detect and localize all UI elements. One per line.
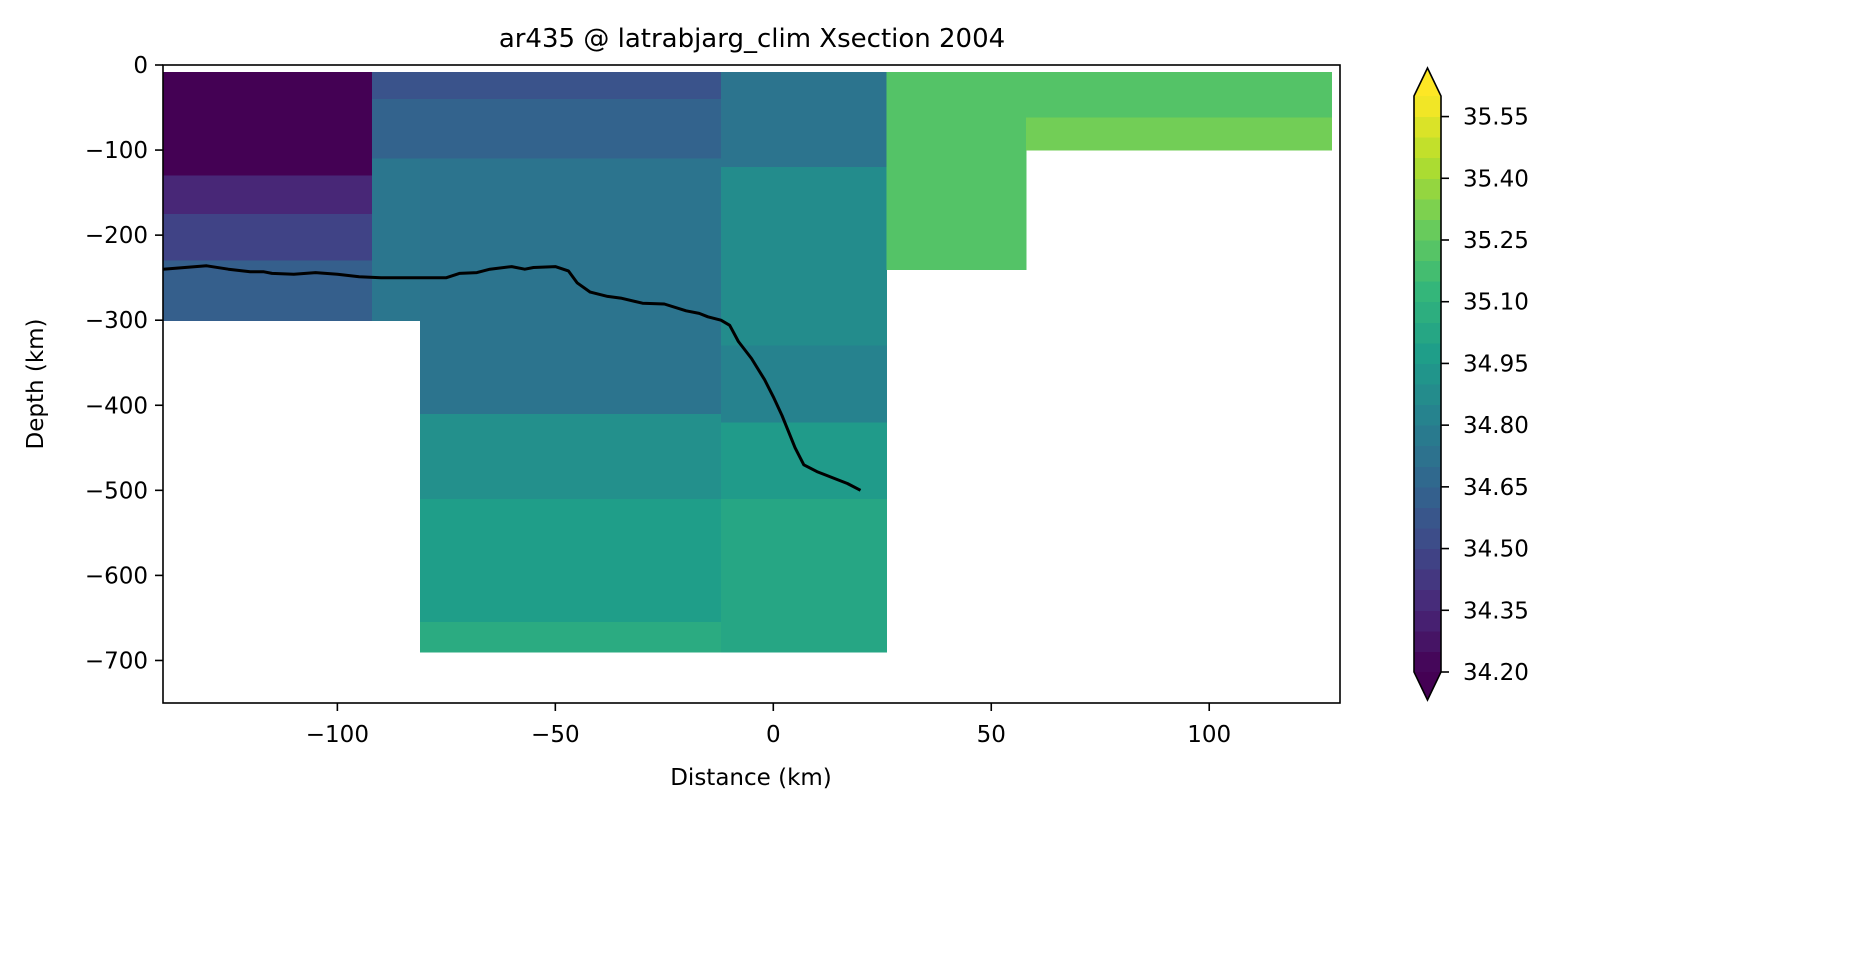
x-tick-label: 50: [977, 722, 1006, 748]
y-tick-label: −300: [85, 308, 148, 334]
colorbar-tick-label: 34.20: [1463, 660, 1529, 686]
field-cell-2-5: [420, 622, 722, 653]
field-cell-4-0: [886, 71, 1027, 270]
colorbar-segment: [1414, 384, 1441, 406]
colorbar-segment: [1414, 219, 1441, 241]
colorbar-segment: [1414, 507, 1441, 529]
chart-title: ar435 @ latrabjarg_clim Xsection 2004: [499, 24, 1005, 54]
x-axis: −100 −50 0 50 100: [306, 703, 1231, 748]
colorbar-segment: [1414, 569, 1441, 591]
y-tick-label: −100: [85, 138, 148, 164]
colorbar-tick-label: 34.50: [1463, 537, 1529, 563]
y-tick-label: −400: [85, 393, 148, 419]
colorbar-segment: [1414, 363, 1441, 385]
field-cell-0-3: [163, 260, 373, 321]
colorbar-tick-label: 35.25: [1463, 228, 1529, 254]
colorbar-segment: [1414, 486, 1441, 508]
line-layer: [162, 264, 862, 492]
field-cell-3-4: [720, 498, 888, 653]
colorbar-segment: [1414, 322, 1441, 344]
x-axis-label: Distance (km): [670, 765, 832, 791]
field-cell-2-2: [420, 158, 722, 415]
field-cell-3-3: [720, 422, 888, 500]
plot-frame: [162, 64, 1341, 704]
y-axis: 0 −100 −200 −300 −400 −500 −600 −700: [85, 53, 163, 674]
colorbar-segment: [1414, 116, 1441, 138]
y-axis-label: Depth (km): [23, 318, 49, 449]
colorbar-segment: [1414, 96, 1441, 118]
colorbar-tick-label: 34.95: [1463, 351, 1529, 377]
salinity-field: [163, 71, 1332, 653]
colorbar-segment: [1414, 425, 1441, 447]
colorbar-tick-label: 34.35: [1463, 598, 1529, 624]
colorbar-segment: [1414, 651, 1441, 673]
colorbar-ticks: 34.20 34.35 34.50 34.65 34.80 34.95 35.10 35.25…: [1441, 105, 1529, 686]
colorbar-segment: [1414, 157, 1441, 179]
x-tick-label: 100: [1187, 722, 1231, 748]
colorbar-segment: [1414, 240, 1441, 262]
x-tick-label: −100: [306, 722, 369, 748]
field-cell-0-0: [163, 71, 373, 177]
field-cell-1-0: [372, 71, 421, 100]
field-cell-2-0: [420, 71, 722, 100]
colorbar-segment: [1414, 137, 1441, 159]
colorbar-segment: [1414, 178, 1441, 200]
colorbar-segment: [1414, 342, 1441, 364]
field-cell-3-1: [720, 167, 888, 347]
colorbar-extend-top: [1414, 68, 1441, 96]
field-cell-0-1: [163, 175, 373, 215]
colorbar-segment: [1414, 548, 1441, 570]
colorbar-segment: [1414, 610, 1441, 632]
colorbar-segment: [1414, 445, 1441, 467]
x-tick-label: −50: [531, 722, 580, 748]
colorbar-extend-bottom: [1414, 672, 1441, 700]
colorbar-tick-label: 35.10: [1463, 290, 1529, 316]
colorbar-tick-label: 34.65: [1463, 475, 1529, 501]
colorbar-segment: [1414, 198, 1441, 220]
field-cell-2-4: [420, 498, 722, 623]
y-tick-label: −600: [85, 563, 148, 589]
field-cell-5-0: [1026, 71, 1332, 119]
field-cell-1-1: [372, 99, 421, 160]
x-tick-label: 0: [766, 722, 781, 748]
colorbar-segment: [1414, 528, 1441, 550]
colorbar: 34.20 34.35 34.50 34.65 34.80 34.95 35.10 35.25…: [1413, 66, 1529, 702]
colorbar-segment: [1414, 404, 1441, 426]
colorbar-tick-label: 35.40: [1463, 166, 1529, 192]
colorbar-segment: [1414, 260, 1441, 282]
colorbar-segment: [1414, 630, 1441, 652]
plot-area: [162, 64, 1341, 704]
y-tick-label: −700: [85, 648, 148, 674]
field-cell-3-2: [720, 345, 888, 423]
y-tick-label: 0: [133, 53, 148, 79]
colorbar-segment: [1414, 466, 1441, 488]
colorbar-segment: [1414, 281, 1441, 303]
field-cell-1-2: [372, 158, 421, 321]
field-cell-3-0: [720, 71, 888, 168]
colorbar-fill: [1413, 66, 1442, 702]
y-tick-label: −500: [85, 478, 148, 504]
y-tick-label: −200: [85, 223, 148, 249]
field-cell-2-1: [420, 99, 722, 160]
colorbar-tick-label: 34.80: [1463, 413, 1529, 439]
field-cell-5-1: [1026, 117, 1332, 151]
series-line-0: [162, 264, 862, 492]
colorbar-segment: [1414, 589, 1441, 611]
field-cell-0-2: [163, 213, 373, 262]
colorbar-tick-label: 35.55: [1463, 105, 1529, 131]
colorbar-segment: [1414, 301, 1441, 323]
field-cell-2-3: [420, 413, 722, 500]
